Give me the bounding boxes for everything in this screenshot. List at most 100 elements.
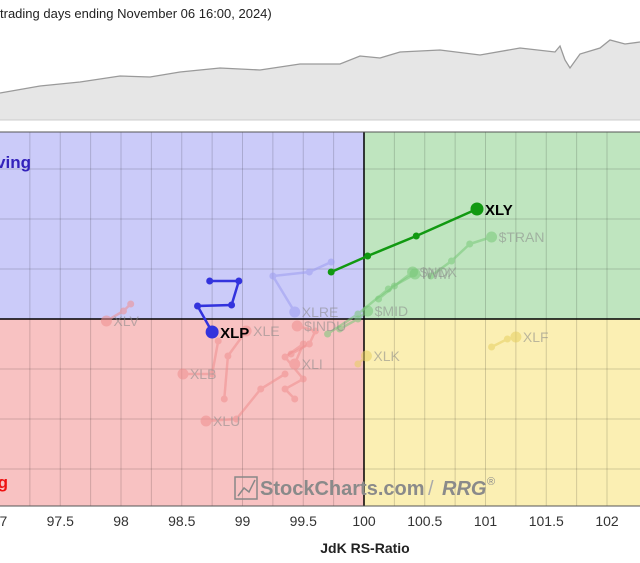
series-head-point: [291, 320, 303, 332]
series-trail: [270, 260, 332, 313]
series-label: XLU: [213, 413, 240, 429]
series-head-point: [205, 325, 219, 339]
series-point: [299, 375, 307, 383]
series-point: [466, 240, 474, 248]
x-axis-label: JdK RS-Ratio: [320, 540, 410, 556]
series-head-point: [470, 202, 484, 216]
watermark-mark: ®: [487, 476, 495, 488]
quadrant-label-improving: Improving: [0, 153, 31, 172]
series-label: $INDU: [304, 318, 346, 334]
series-point: [281, 353, 289, 361]
watermark-brand: StockCharts.com: [260, 478, 425, 500]
benchmark-sparkline: [0, 30, 640, 130]
chart-icon: [234, 476, 258, 500]
series-trail: [205, 372, 286, 423]
series-trail: [430, 235, 492, 278]
quadrant-label-layer: Improving Lagging: [0, 153, 31, 492]
series-label: XLF: [523, 329, 549, 345]
series-point: [324, 330, 332, 338]
series-label: XLP: [220, 325, 249, 342]
series-point: [305, 268, 313, 276]
series-label: XLK: [373, 348, 400, 364]
x-tick-label: 97.5: [47, 513, 74, 529]
series-label: XLRE: [302, 304, 339, 320]
series-point: [447, 257, 455, 265]
series-xle: XLE: [220, 323, 280, 403]
series-head-point: [200, 415, 212, 427]
series-point: [214, 337, 222, 345]
x-tick-label: 101: [474, 513, 498, 529]
series-label: $TRAN: [499, 229, 545, 245]
series-point: [427, 272, 435, 280]
x-tick-label: 99.5: [290, 513, 317, 529]
series-head-point: [486, 231, 498, 243]
x-tick-labels: 97 97.5 98 98.5 99 99.5 100 100.5 101 101.5 102: [0, 513, 619, 529]
series-xlk: XLK: [354, 348, 401, 368]
series-iwm: IWM: [324, 266, 451, 338]
series-mid: $MID: [336, 303, 408, 333]
chart-icon-line: [237, 479, 256, 497]
series-point: [235, 277, 243, 285]
series-point: [206, 277, 214, 285]
series-point: [194, 302, 202, 310]
sparkline-area: [0, 40, 640, 120]
quadrant-improving: [0, 132, 364, 319]
series-label: $NDX: [420, 264, 458, 280]
series-point: [281, 370, 289, 378]
watermark: StockCharts.com / RRG ®: [234, 476, 495, 500]
series-xlu: XLU: [200, 370, 289, 429]
series-point: [364, 252, 372, 260]
watermark-product: RRG: [442, 478, 486, 500]
quadrant-label-lagging: Lagging: [0, 473, 8, 492]
x-tick-label: 100: [352, 513, 376, 529]
x-tick-label: 102: [595, 513, 619, 529]
highlighted-series-layer: XLY XLP: [194, 202, 513, 342]
series-point: [291, 395, 299, 403]
series-point: [127, 300, 135, 308]
series-trail: [330, 207, 478, 274]
series-point: [488, 343, 496, 351]
series-xly: XLY: [327, 202, 513, 276]
series-point: [336, 325, 344, 333]
series-point: [503, 335, 511, 343]
series-point: [232, 415, 240, 423]
series-point: [208, 370, 216, 378]
quadrant-layer: [0, 132, 640, 506]
watermark-slash: /: [428, 478, 434, 500]
x-tick-label: 99: [235, 513, 251, 529]
series-point: [257, 385, 265, 393]
x-tick-label: 101.5: [529, 513, 564, 529]
series-label: XLB: [190, 366, 216, 382]
series-point: [311, 327, 319, 335]
series-head-point: [360, 350, 372, 362]
series-tran: $TRAN: [427, 229, 544, 280]
chart-header: trading days ending November 06 16:00, 2…: [0, 0, 640, 30]
series-label: IWM: [422, 266, 451, 282]
series-point: [327, 268, 335, 276]
series-xlv: XLV: [100, 300, 140, 329]
series-xlf: XLF: [488, 329, 549, 351]
series-point: [269, 272, 277, 280]
series-point: [354, 360, 362, 368]
series-point: [354, 310, 362, 318]
series-label: XLY: [485, 202, 513, 219]
series-point: [220, 395, 228, 403]
x-tick-label: 100.5: [407, 513, 442, 529]
quadrant-weakening: [364, 319, 640, 506]
series-point: [281, 385, 289, 393]
series-label: $MID: [375, 303, 408, 319]
quadrant-leading: [364, 132, 640, 319]
sparkline-line: [0, 39, 640, 94]
series-xli: XLI: [281, 340, 323, 403]
series-head-point: [289, 306, 301, 318]
series-head-point: [177, 368, 189, 380]
x-tick-label: 98: [113, 513, 129, 529]
series-xlp: XLP: [194, 277, 249, 342]
series-head-point: [100, 315, 112, 327]
series-label: XLI: [302, 356, 323, 372]
series-point: [384, 285, 392, 293]
series-label: XLE: [253, 323, 279, 339]
series-head-point: [409, 268, 421, 280]
